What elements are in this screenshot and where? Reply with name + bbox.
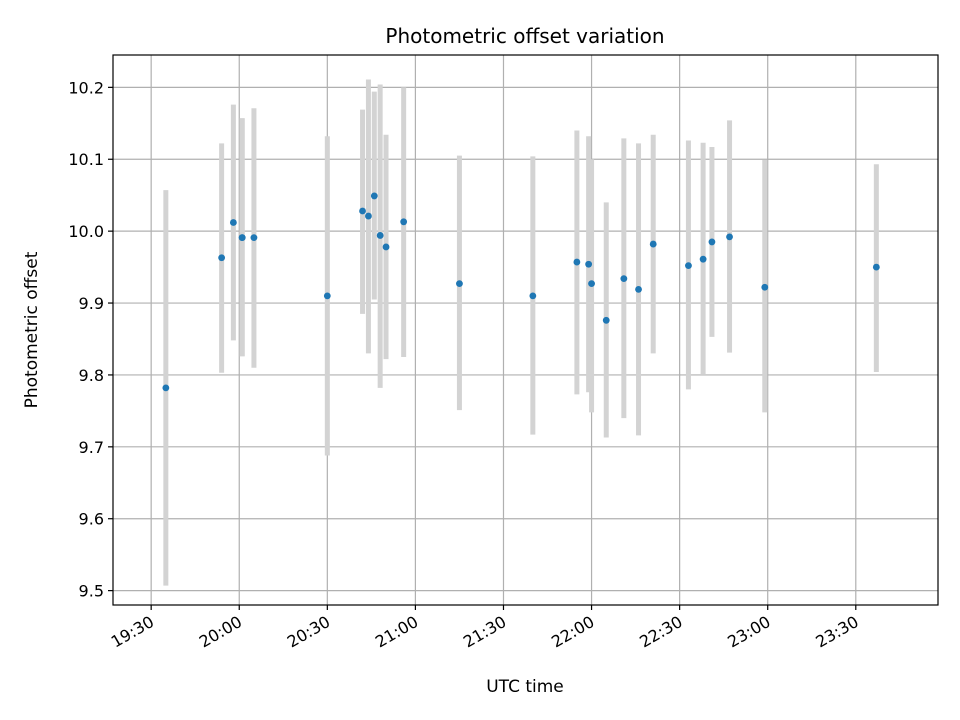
data-point: [699, 255, 707, 263]
data-point: [761, 283, 769, 291]
y-tick-label: 9.8: [79, 366, 104, 385]
data-point: [685, 262, 692, 270]
chart-title: Photometric offset variation: [385, 24, 664, 48]
data-point: [365, 212, 372, 220]
data-point: [382, 243, 390, 251]
data-point: [162, 384, 170, 392]
x-tick-label: 23:30: [812, 612, 861, 652]
y-tick-label: 9.5: [79, 582, 104, 601]
y-tick-label: 9.7: [79, 438, 104, 457]
data-point: [456, 280, 463, 288]
x-tick-label: 22:00: [548, 612, 597, 652]
x-tick-label: 23:00: [724, 612, 773, 652]
data-point: [708, 238, 716, 246]
y-tick-label: 9.6: [79, 510, 104, 529]
data-point: [323, 292, 331, 300]
x-tick-label: 21:00: [372, 612, 421, 652]
y-tick-label: 10.1: [68, 150, 104, 169]
data-point: [585, 260, 593, 268]
data-point: [376, 232, 384, 239]
data-point: [250, 234, 258, 242]
y-tick-label: 10.2: [68, 78, 104, 97]
plot-background: [113, 55, 938, 605]
data-point: [229, 219, 237, 226]
data-point: [649, 240, 657, 248]
x-tick-label: 20:00: [196, 612, 245, 652]
y-axis-label: Photometric offset: [22, 251, 42, 408]
data-point: [529, 292, 537, 300]
data-point: [218, 254, 226, 262]
data-point: [573, 258, 581, 266]
data-point: [872, 263, 880, 271]
x-axis-label: UTC time: [486, 677, 564, 697]
plot-frame: [112, 54, 939, 606]
data-point: [635, 285, 642, 293]
data-point: [400, 218, 408, 226]
data-point: [359, 207, 366, 215]
data-point: [588, 280, 595, 288]
y-tick-label: 9.9: [79, 294, 104, 313]
data-point: [726, 233, 733, 241]
x-tick-label: 19:30: [108, 612, 157, 652]
x-tick-label: 20:30: [284, 612, 333, 652]
data-point: [370, 192, 378, 200]
data-point: [238, 234, 246, 242]
data-point: [602, 316, 610, 324]
x-tick-label: 21:30: [460, 612, 509, 652]
data-points: [162, 192, 880, 392]
x-tick-label: 22:30: [636, 612, 685, 652]
y-tick-label: 10.0: [68, 222, 104, 241]
data-point: [620, 275, 628, 282]
